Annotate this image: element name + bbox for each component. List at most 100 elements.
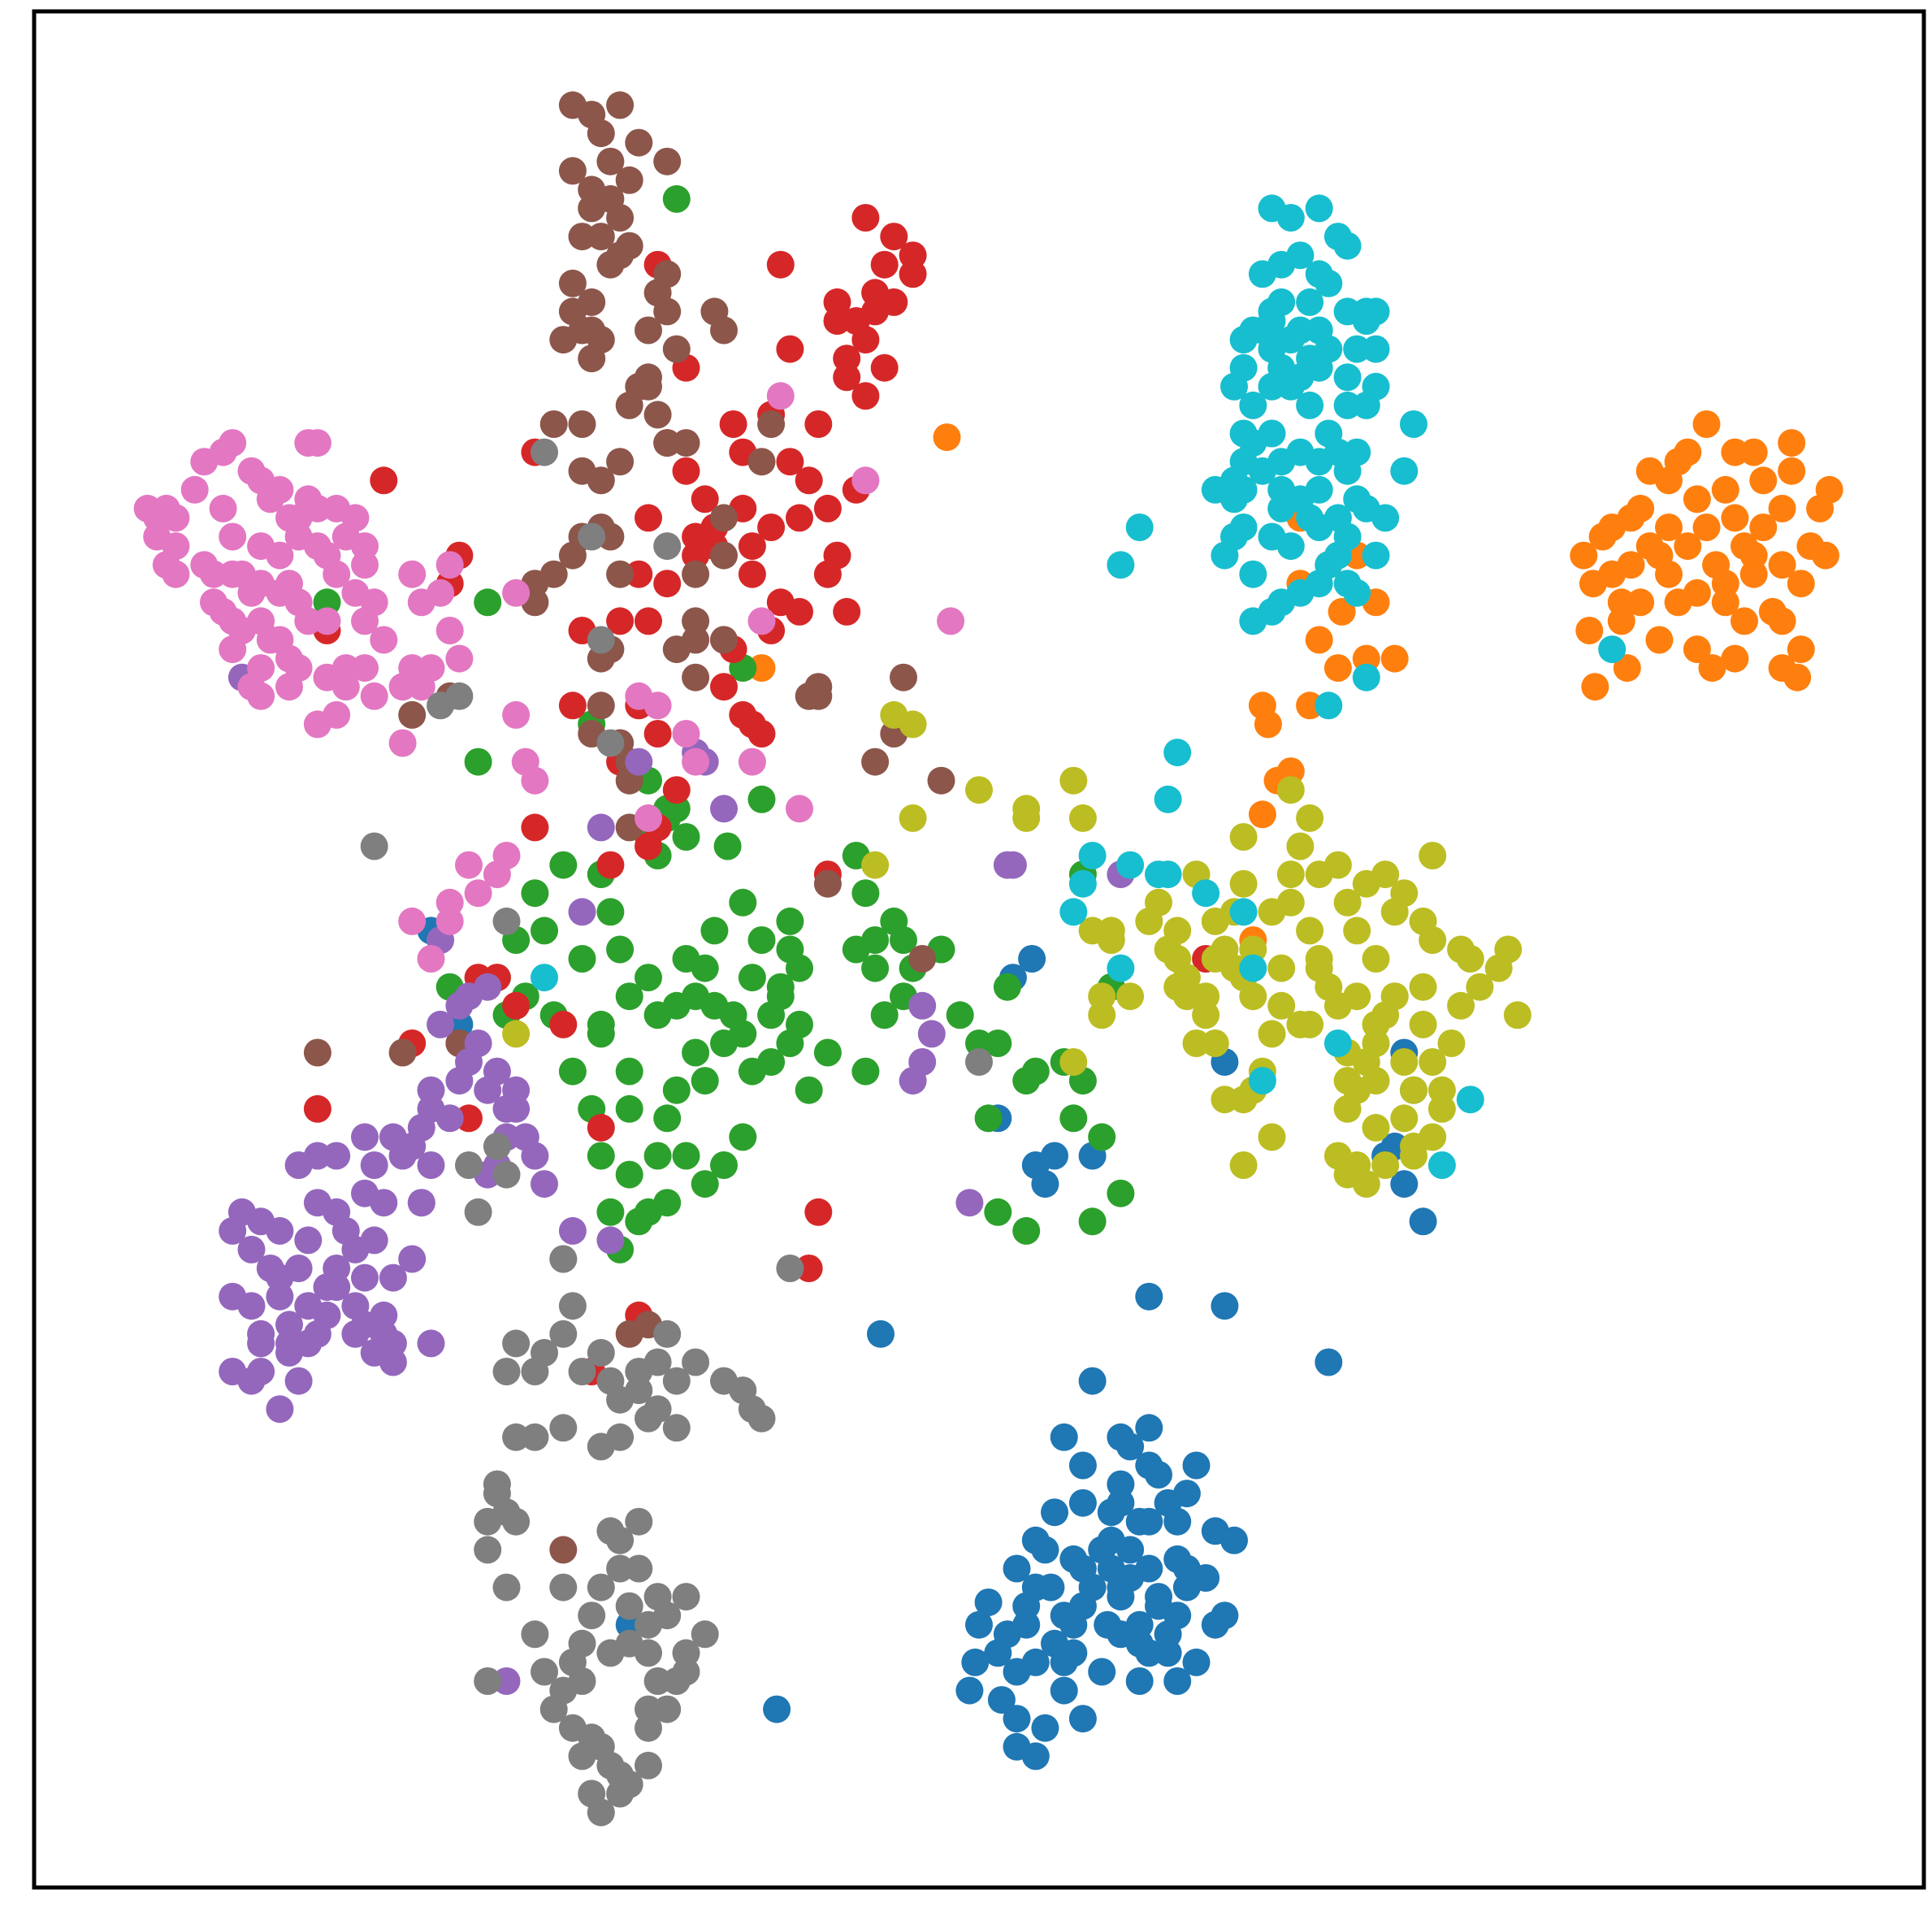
- scatter-point: [531, 917, 558, 945]
- scatter-point: [341, 1320, 370, 1348]
- scatter-point: [1323, 654, 1352, 683]
- scatter-point: [1125, 514, 1154, 541]
- scatter-point: [1182, 1451, 1211, 1480]
- scatter-point: [531, 1338, 558, 1367]
- scatter-point: [1447, 935, 1475, 964]
- scatter-point: [1305, 353, 1333, 382]
- scatter-point: [984, 1198, 1012, 1226]
- scatter-point: [710, 795, 738, 823]
- scatter-point: [1059, 898, 1088, 926]
- scatter-point: [1163, 945, 1192, 973]
- scatter-point: [998, 851, 1027, 879]
- scatter-point: [360, 1338, 388, 1367]
- scatter-point: [691, 485, 719, 514]
- scatter-point: [635, 804, 662, 832]
- scatter-point: [323, 494, 351, 522]
- scatter-point: [795, 1076, 823, 1104]
- scatter-point: [531, 964, 558, 992]
- scatter-point: [870, 250, 899, 279]
- scatter-point: [455, 1104, 483, 1133]
- scatter-point: [766, 382, 795, 410]
- scatter-point: [635, 1714, 662, 1742]
- scatter-point: [587, 223, 615, 251]
- scatter-point: [521, 766, 549, 795]
- scatter-point: [662, 1414, 691, 1442]
- scatter-point: [1276, 204, 1305, 232]
- scatter-point: [558, 541, 587, 570]
- scatter-point: [1201, 475, 1229, 504]
- scatter-point: [1286, 241, 1315, 270]
- scatter-point: [1315, 551, 1343, 579]
- scatter-point: [474, 1667, 502, 1695]
- scatter-point: [738, 748, 766, 776]
- scatter-point: [237, 1235, 266, 1263]
- scatter-point: [587, 1432, 615, 1461]
- scatter-point: [908, 945, 937, 973]
- scatter-point: [521, 813, 549, 842]
- scatter-point: [615, 1057, 643, 1086]
- scatter-point: [1182, 1648, 1211, 1676]
- scatter-point: [635, 1751, 662, 1779]
- scatter-point: [568, 410, 596, 438]
- scatter-point: [1409, 973, 1437, 1001]
- scatter-point: [635, 1639, 662, 1667]
- scatter-point: [370, 1189, 398, 1217]
- scatter-point: [435, 617, 464, 644]
- scatter-point: [313, 607, 341, 635]
- scatter-point: [710, 626, 738, 654]
- scatter-point: [1296, 391, 1324, 419]
- scatter-point: [606, 448, 635, 476]
- scatter-point: [867, 1320, 895, 1348]
- scatter-point: [219, 635, 247, 664]
- scatter-point: [539, 1695, 568, 1723]
- scatter-point: [786, 1010, 813, 1038]
- scatter-point: [1815, 475, 1843, 504]
- scatter-point: [955, 1676, 984, 1705]
- scatter-point: [417, 945, 445, 973]
- scatter-point: [870, 353, 899, 382]
- scatter-point: [435, 551, 464, 579]
- scatter-point: [682, 748, 710, 776]
- scatter-point: [558, 1292, 587, 1320]
- scatter-point: [1276, 776, 1305, 804]
- scatter-point: [1343, 335, 1371, 363]
- scatter-point: [492, 907, 521, 935]
- scatter-point: [1211, 1292, 1239, 1320]
- scatter-point: [531, 1658, 558, 1686]
- scatter-point: [1812, 541, 1839, 570]
- scatter-point: [813, 494, 842, 522]
- scatter-point: [587, 1020, 615, 1048]
- scatter-point: [757, 514, 786, 541]
- scatter-point: [351, 551, 379, 579]
- scatter-point: [1315, 1348, 1343, 1376]
- scatter-point: [1581, 673, 1609, 701]
- scatter-point: [445, 644, 474, 673]
- scatter-point: [974, 1588, 1003, 1616]
- scatter-point: [492, 1573, 521, 1601]
- scatter-point: [568, 1358, 596, 1385]
- scatter-point: [549, 326, 578, 354]
- scatter-point: [813, 869, 842, 898]
- scatter-point: [596, 898, 625, 926]
- scatter-point: [747, 926, 776, 954]
- scatter-point: [455, 851, 483, 879]
- scatter-point: [662, 1076, 691, 1104]
- scatter-point: [899, 804, 927, 832]
- scatter-point: [323, 1142, 351, 1170]
- scatter-point: [776, 1255, 804, 1282]
- scatter-point: [539, 410, 568, 438]
- scatter-point: [578, 176, 606, 204]
- scatter-point: [1229, 869, 1258, 898]
- scatter-point: [1315, 691, 1343, 720]
- scatter-point: [1343, 579, 1371, 607]
- scatter-point: [662, 335, 691, 363]
- scatter-point: [1749, 466, 1778, 495]
- scatter-point: [398, 1245, 427, 1273]
- scatter-point: [1352, 307, 1380, 335]
- scatter-point: [1598, 635, 1627, 664]
- scatter-point: [1229, 475, 1258, 504]
- scatter-point: [738, 964, 766, 992]
- scatter-point: [331, 673, 360, 701]
- scatter-point: [710, 541, 738, 570]
